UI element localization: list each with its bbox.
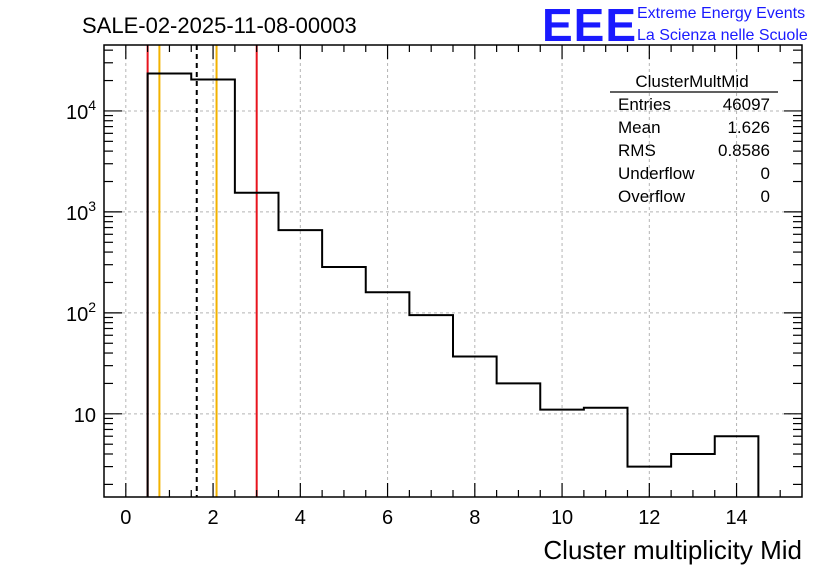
stats-title: ClusterMultMid xyxy=(635,72,748,91)
stats-value: 46097 xyxy=(723,95,770,114)
grid xyxy=(104,45,802,497)
axis-ticks xyxy=(104,45,802,497)
stats-label: Overflow xyxy=(618,187,686,206)
stats-value: 0.8586 xyxy=(718,141,770,160)
x-tick-label: 4 xyxy=(295,507,306,529)
y-tick-label: 102 xyxy=(66,299,96,326)
stats-value: 1.626 xyxy=(727,118,770,137)
stats-row: Mean 1.626 xyxy=(618,118,770,137)
y-tick-label: 103 xyxy=(66,198,96,225)
stats-row: Overflow 0 xyxy=(618,187,770,206)
histogram-bins xyxy=(146,72,760,497)
stats-label: Underflow xyxy=(618,164,695,183)
stats-row: RMS 0.8586 xyxy=(618,141,770,160)
stats-label: RMS xyxy=(618,141,656,160)
y-tick-label: 10 xyxy=(74,405,96,427)
x-tick-label: 14 xyxy=(725,507,747,529)
x-axis-title: Cluster multiplicity Mid xyxy=(543,535,802,565)
logo-eee-text: EEE xyxy=(542,0,637,51)
x-tick-label: 8 xyxy=(469,507,480,529)
x-tick-label: 12 xyxy=(638,507,660,529)
eee-logo: EEE Extreme Energy Events La Scienza nel… xyxy=(542,0,808,51)
histogram-outline xyxy=(146,72,760,497)
stats-row: Entries 46097 xyxy=(618,95,770,114)
logo-line-1: Extreme Energy Events xyxy=(637,5,805,22)
logo-line-2: La Scienza nelle Scuole xyxy=(637,27,808,44)
x-tick-label: 2 xyxy=(208,507,219,529)
x-tick-label: 0 xyxy=(120,507,131,529)
stats-value: 0 xyxy=(761,164,770,183)
plot-frame xyxy=(103,44,803,498)
x-tick-label: 10 xyxy=(551,507,573,529)
marker-lines xyxy=(146,45,258,497)
stats-value: 0 xyxy=(761,187,770,206)
y-tick-label: 104 xyxy=(66,97,96,124)
stats-label: Entries xyxy=(618,95,671,114)
chart-title: SALE-02-2025-11-08-00003 xyxy=(82,13,357,38)
stats-box: ClusterMultMid Entries 46097 Mean 1.626 RMS 0… xyxy=(610,72,778,206)
stats-row: Underflow 0 xyxy=(618,164,770,183)
axis-tick-labels: 0 2 4 6 8 10 12 14 10 102 103 104 xyxy=(66,97,748,529)
stats-label: Mean xyxy=(618,118,661,137)
stats-rows: Entries 46097 Mean 1.626 RMS 0.8586 Underflow 0… xyxy=(618,95,770,206)
x-tick-label: 6 xyxy=(382,507,393,529)
